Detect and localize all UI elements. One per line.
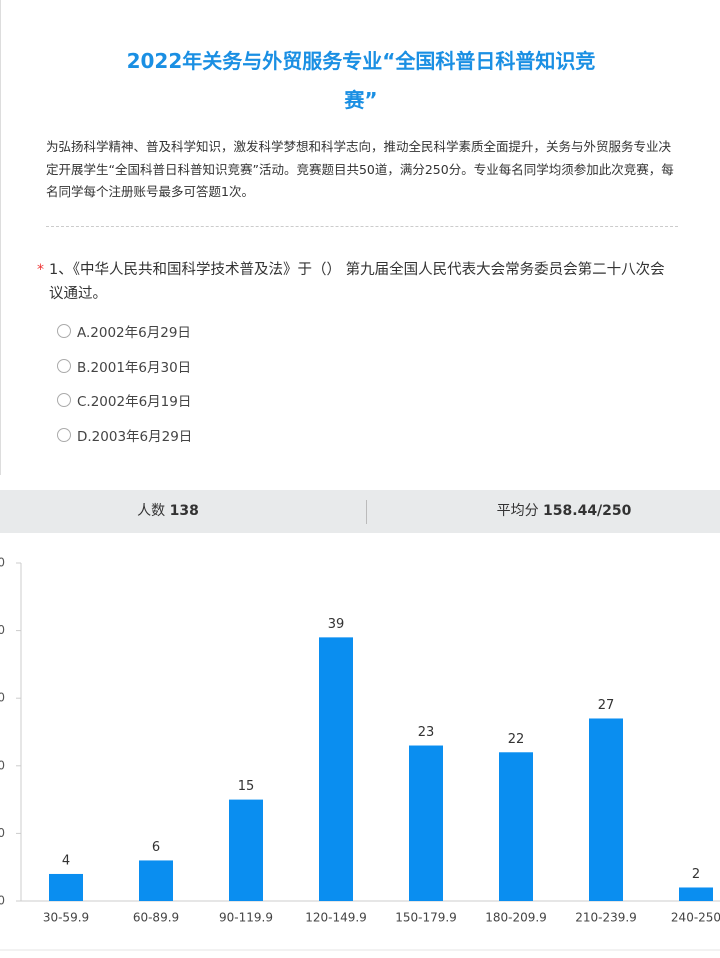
y-tick-label: 20	[0, 758, 5, 772]
count-value: 138	[169, 503, 199, 519]
average-value: 158.44/250	[543, 503, 632, 519]
x-tick-label: 180-209.9	[485, 911, 547, 925]
value-label: 27	[598, 698, 615, 713]
bar	[319, 637, 353, 901]
bar	[49, 873, 83, 901]
divider	[366, 500, 367, 524]
survey-intro: 为弘扬科学精神、普及科学知识，激发科学梦想和科学志向，推动全民科学素质全面提升，…	[46, 139, 674, 199]
option-label[interactable]: A.2002年6月29日	[77, 325, 191, 341]
value-label: 15	[238, 779, 255, 794]
bar	[229, 799, 263, 901]
chart: 0 10 20 30 40 50 30-59.9 4 60-89.9 6 90-119.9 15 120…	[0, 556, 720, 951]
radio-button[interactable]	[57, 393, 71, 407]
y-tick-label: 30	[0, 691, 5, 705]
count-label: 人数	[137, 503, 166, 519]
y-tick-label: 40	[0, 623, 5, 637]
required-mark: *	[37, 262, 44, 278]
average-stat: 平均分 158.44/250	[414, 490, 714, 533]
option[interactable]: B.2001年6月30日	[57, 356, 191, 376]
value-label: 22	[508, 732, 525, 747]
y-tick-label: 10	[0, 826, 5, 840]
radio-button[interactable]	[57, 324, 71, 338]
x-tick-label: 120-149.9	[305, 911, 367, 925]
radio-button[interactable]	[57, 358, 71, 373]
value-label: 2	[692, 867, 700, 882]
survey-title: 2022年关务与外贸服务专业“全国科普日科普知识竞赛”	[126, 49, 596, 112]
x-tick-label: 60-89.9	[133, 911, 179, 925]
stats-bar: 人数 138 平均分 158.44/250	[0, 490, 720, 533]
bar	[679, 887, 713, 901]
x-tick-label: 90-119.9	[219, 911, 273, 925]
option-label[interactable]: C.2002年6月19日	[77, 394, 192, 410]
survey-card: 2022年关务与外贸服务专业“全国科普日科普知识竞赛” 为弘扬科学精神、普及科学…	[0, 0, 701, 475]
bar	[589, 718, 623, 901]
value-label: 6	[152, 840, 160, 855]
question-text: 1、《中华人民共和国科学技术普及法》于（） 第九届全国人民代表大会常务委员会第二…	[49, 262, 665, 302]
bar	[409, 745, 443, 901]
count-stat: 人数 138	[18, 490, 318, 533]
option-label[interactable]: B.2001年6月30日	[77, 359, 192, 376]
bar	[499, 752, 533, 901]
option[interactable]: D.2003年6月29日	[57, 425, 192, 445]
x-tick-label: 30-59.9	[43, 911, 89, 925]
y-tick-label: 0	[0, 894, 5, 908]
separator	[46, 226, 678, 227]
y-tick-label: 50	[0, 556, 5, 570]
option[interactable]: C.2002年6月19日	[57, 390, 191, 410]
x-tick-label: 210-239.9	[575, 911, 637, 925]
value-label: 4	[62, 853, 70, 868]
x-tick-label: 150-179.9	[395, 911, 457, 925]
option[interactable]: A.2002年6月29日	[57, 321, 191, 341]
value-label: 23	[418, 725, 435, 740]
value-label: 39	[328, 617, 345, 632]
x-tick-label: 240-250	[671, 911, 720, 925]
radio-button[interactable]	[57, 427, 71, 442]
option-label[interactable]: D.2003年6月29日	[77, 428, 193, 445]
average-label: 平均分	[496, 503, 539, 519]
bar	[139, 860, 173, 901]
